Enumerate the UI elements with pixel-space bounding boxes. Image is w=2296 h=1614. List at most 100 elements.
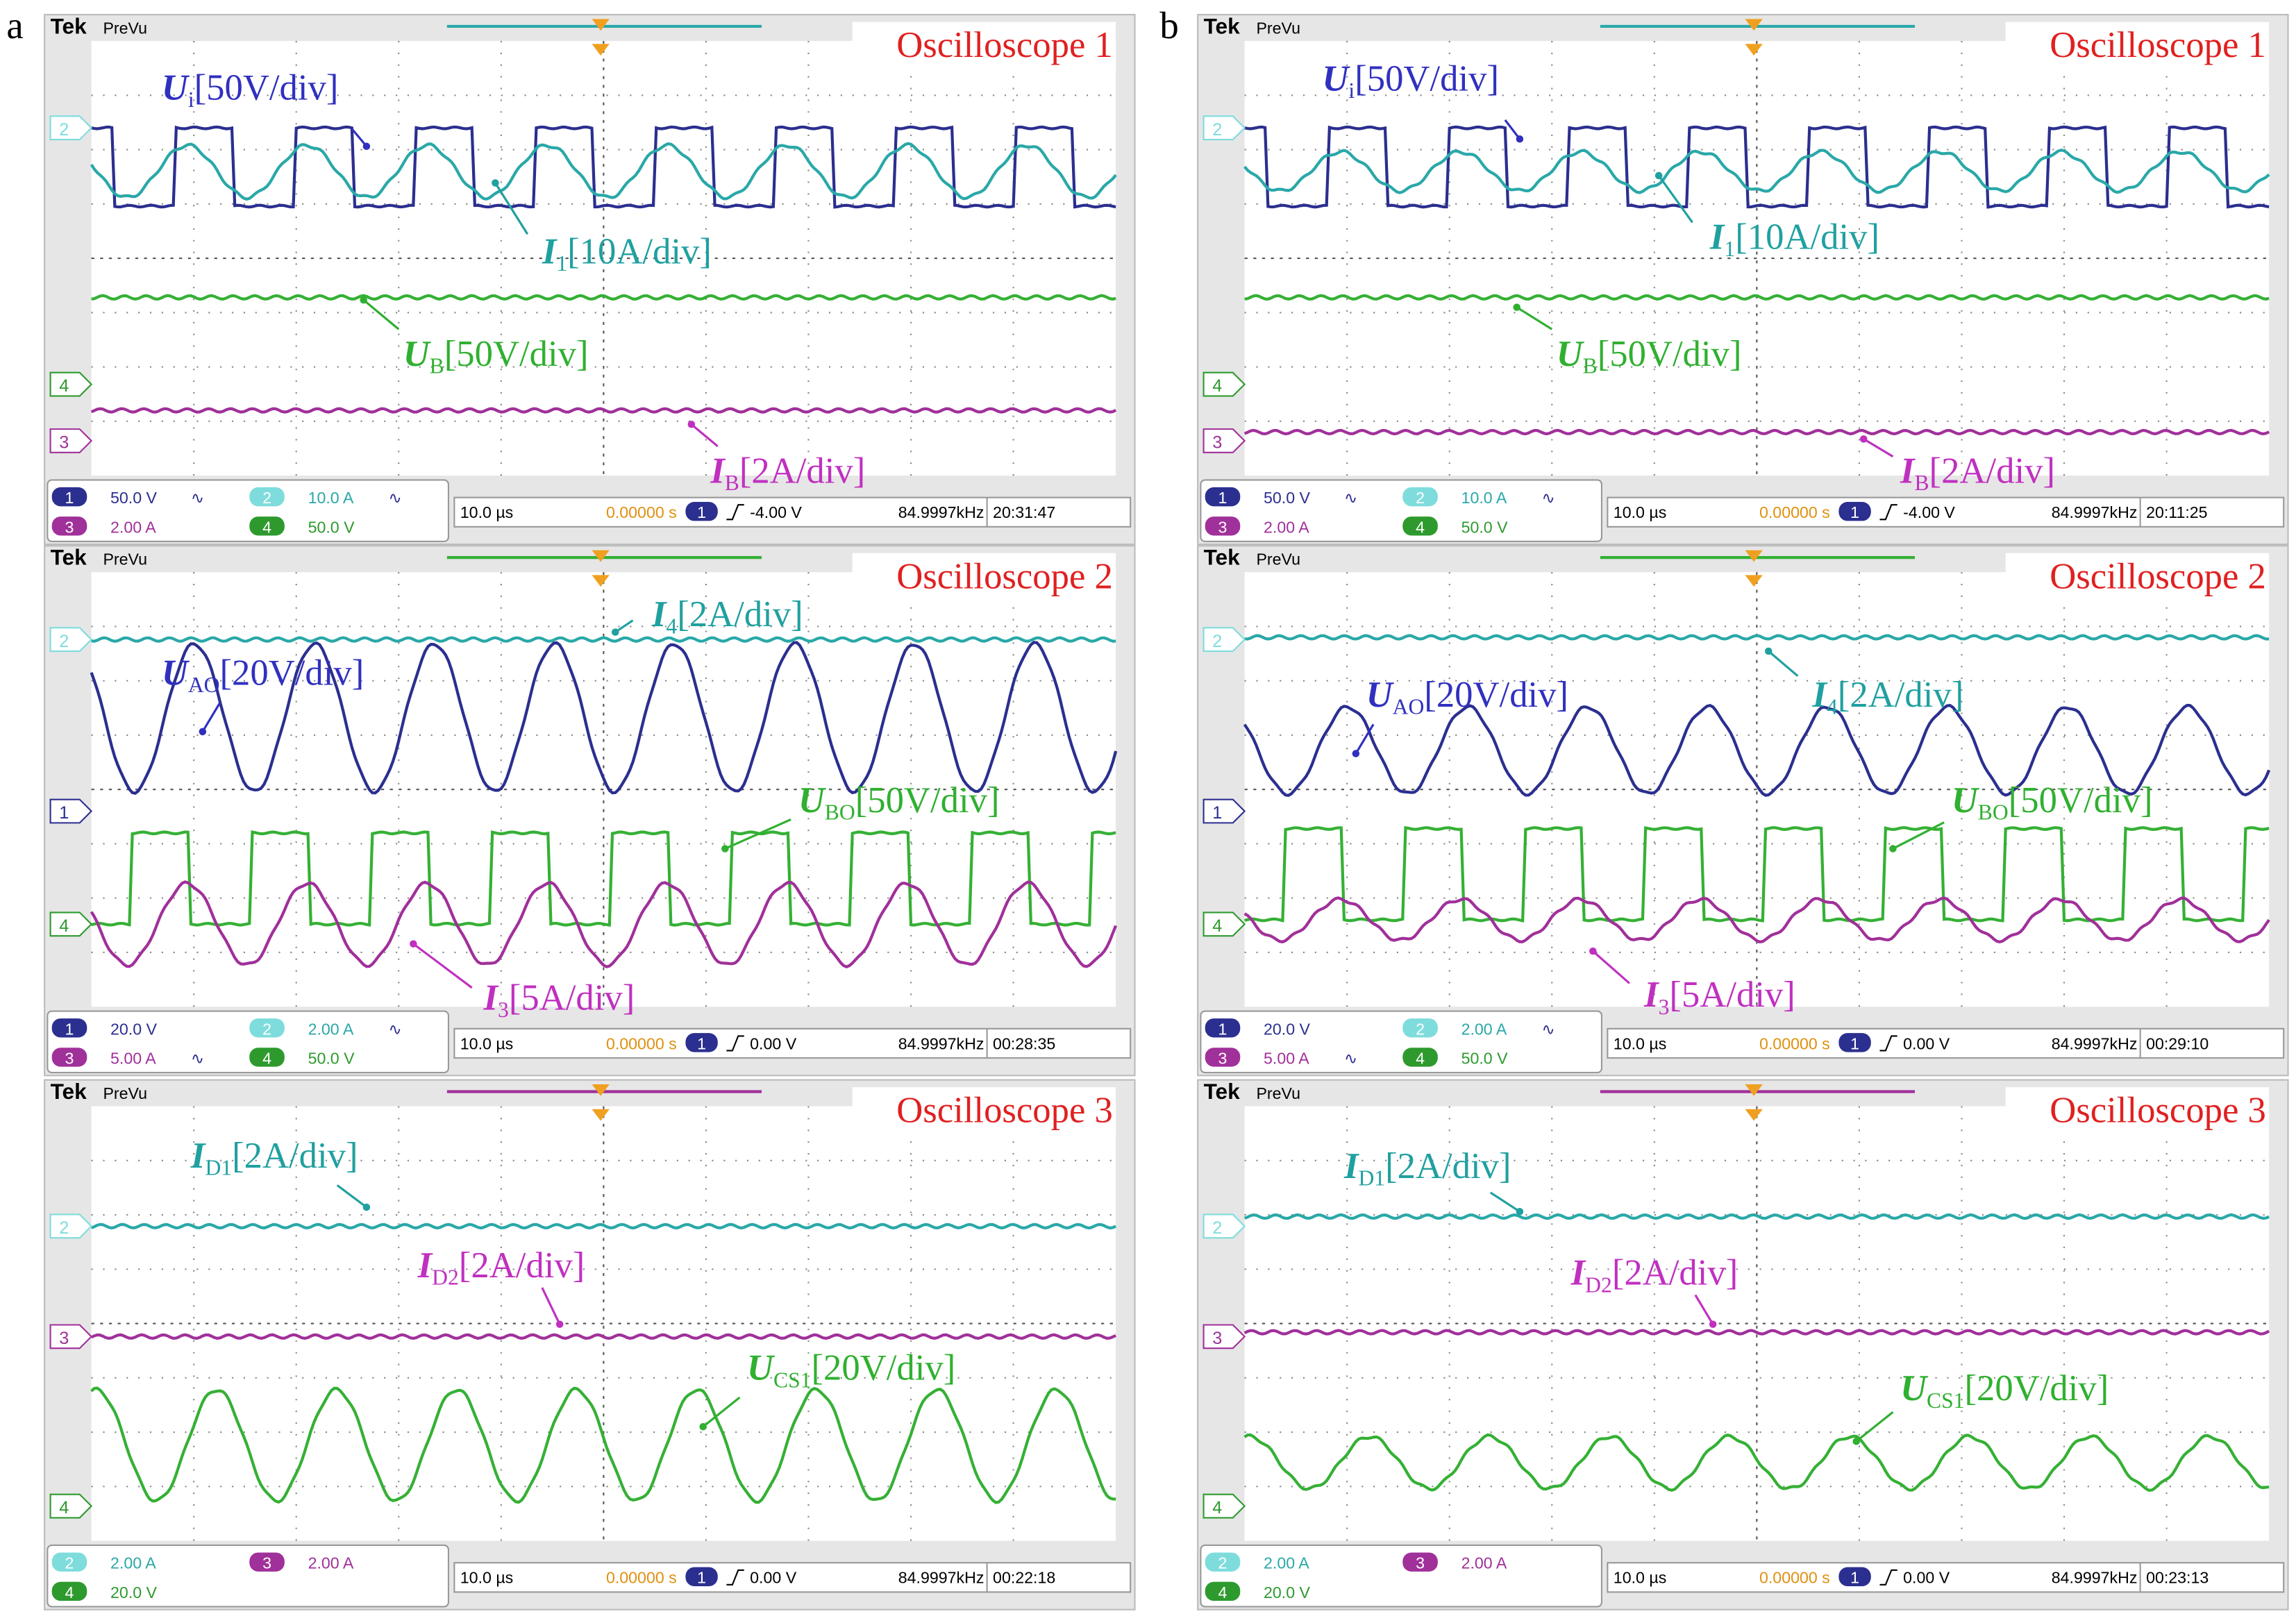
annotation-subscript: 1 — [556, 251, 567, 276]
readout-channel: 4 — [262, 1049, 271, 1067]
arrow-head — [360, 296, 367, 304]
annotation: UCS1[20V/div] — [747, 1348, 955, 1393]
trigger-level: 0.00 V — [1903, 1034, 1950, 1052]
readout-value: 2.00 A — [1461, 1020, 1507, 1038]
annotation-symbol: I — [1643, 975, 1659, 1015]
waveform — [1243, 1433, 2270, 1493]
trigger-channel: 1 — [1850, 1034, 1859, 1052]
annotation-symbol: I — [1900, 451, 1916, 491]
scope-title: Oscilloscope 3 — [2050, 1091, 2266, 1131]
annotation-subscript: B — [1583, 354, 1598, 378]
waveform — [1243, 1329, 2270, 1336]
annotation-subscript: 1 — [1724, 237, 1735, 261]
annotation: UAO[20V/div] — [1366, 675, 1569, 719]
arrow — [724, 818, 791, 850]
annotation-text: [50V/div] — [1355, 59, 1499, 99]
annotation-subscript: CS1 — [1927, 1388, 1964, 1413]
channel-marker — [1203, 1324, 1246, 1350]
readout-box — [47, 479, 449, 542]
readout-value: 50.0 V — [308, 518, 355, 536]
arrow — [702, 1396, 741, 1428]
arrow-head — [410, 940, 417, 948]
annotation-symbol: U — [798, 780, 827, 821]
readout-channel: 4 — [262, 518, 271, 536]
trigger-channel: 1 — [697, 1034, 706, 1052]
annotation-text: [20V/div] — [1424, 675, 1568, 715]
brand: Tek — [51, 545, 87, 570]
readout-channel: 1 — [65, 1020, 74, 1038]
arrow — [541, 1287, 561, 1325]
channel-marker-label: 2 — [59, 632, 69, 651]
channel-badge — [51, 516, 87, 536]
annotation-subscript: i — [188, 87, 194, 112]
position: 0.00000 s — [606, 503, 677, 521]
readout-channel: 3 — [1218, 1049, 1227, 1067]
channel-marker — [49, 1213, 93, 1239]
panel-label: a — [6, 4, 23, 47]
trigger-channel: 1 — [697, 503, 706, 521]
arrow — [1592, 950, 1631, 984]
mode: PreVu — [103, 1084, 147, 1102]
annotation-text: [2A/div] — [1385, 1146, 1511, 1186]
channel-marker — [1203, 627, 1246, 653]
title-bg — [2005, 553, 2270, 600]
brand: Tek — [1204, 13, 1241, 38]
arrow-head — [1516, 135, 1524, 143]
annotation-text: [20V/div] — [220, 653, 364, 693]
status-box — [453, 1027, 1132, 1059]
waveform — [1244, 294, 2270, 301]
channel-badge — [1205, 1552, 1241, 1572]
channel-marker-label: 3 — [59, 433, 69, 453]
annotation-symbol: I — [542, 231, 558, 271]
readout-value: 50.0 V — [1461, 518, 1509, 536]
arrow-head — [1589, 947, 1597, 955]
channel-marker — [49, 428, 93, 453]
annotation-subscript: AO — [188, 673, 220, 697]
readout-channel: 3 — [1416, 1554, 1425, 1572]
trigger-channel: 1 — [1850, 503, 1859, 521]
channel-badge — [1402, 1018, 1438, 1038]
mode: PreVu — [103, 550, 147, 569]
clock: 00:29:10 — [2146, 1034, 2209, 1052]
channel-badge — [1402, 516, 1438, 536]
channel-badge — [1205, 1048, 1241, 1067]
annotation-subscript: D1 — [1358, 1166, 1385, 1190]
brand: Tek — [1204, 545, 1241, 570]
status-box — [1607, 496, 2285, 528]
readout-value: 2.00 A — [308, 1020, 354, 1038]
arrow-head — [1654, 171, 1663, 180]
trigger-marker — [1745, 550, 1763, 587]
annotation-subscript: 3 — [498, 998, 509, 1022]
annotation-subscript: D1 — [205, 1156, 232, 1180]
annotation: UBO[50V/div] — [798, 780, 1000, 825]
annotation-symbol: I — [1811, 675, 1827, 715]
readout-coupling: ∿ — [1344, 1049, 1357, 1067]
brand: Tek — [51, 13, 87, 38]
readout-channel: 1 — [1218, 489, 1227, 507]
waveform — [90, 641, 1118, 795]
readout-channel: 2 — [1218, 1554, 1227, 1572]
annotation-symbol: U — [1322, 59, 1350, 99]
trigger-edge — [1879, 1569, 1897, 1586]
scope-title: Oscilloscope 2 — [896, 556, 1113, 596]
channel-marker — [49, 371, 93, 397]
annotation: I4[2A/div] — [1811, 675, 1963, 719]
mode: PreVu — [1256, 19, 1300, 37]
arrow-head — [492, 179, 499, 187]
channel-badge — [1205, 487, 1241, 507]
channel-marker-label: 3 — [1212, 433, 1222, 453]
channel-marker-label: 3 — [1212, 1329, 1222, 1348]
trigger-level: 0.00 V — [1903, 1569, 1950, 1587]
arrow — [1892, 821, 1945, 850]
waveform — [91, 294, 1116, 301]
timebase: 10.0 µs — [1614, 503, 1666, 521]
position: 0.00000 s — [606, 1034, 677, 1052]
annotation: UB[50V/div] — [403, 334, 589, 378]
readout-value: 50.0 V — [1461, 1049, 1509, 1067]
readout-channel: 2 — [1416, 489, 1425, 507]
channel-marker-label: 2 — [1212, 1218, 1222, 1238]
channel-marker-label: 4 — [1212, 1498, 1222, 1518]
readout-value: 2.00 A — [1264, 518, 1309, 536]
